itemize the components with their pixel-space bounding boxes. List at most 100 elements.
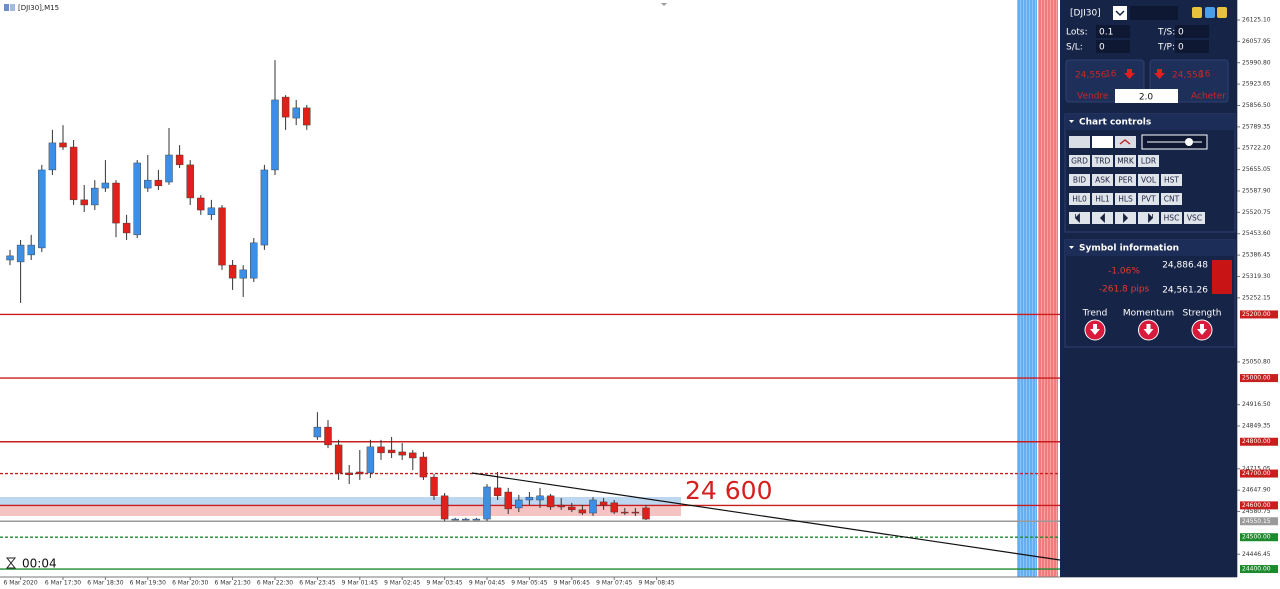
control-button-label: HSC [1164, 214, 1180, 223]
control-button-label: LDR [1141, 157, 1156, 166]
blue-zone [0, 497, 681, 505]
x-tick-label: 6 Mar 22:30 [257, 580, 293, 587]
indicator-arrow [1143, 324, 1154, 335]
control-button-label: GRD [1071, 157, 1088, 166]
x-tick-label: 9 Mar 01:45 [342, 580, 378, 587]
level-label: 24800.00 [1242, 438, 1271, 445]
candle-body [69, 146, 78, 201]
level-label: 25000.00 [1242, 375, 1271, 382]
candle-body [260, 169, 269, 246]
control-button[interactable] [1138, 174, 1159, 186]
candle-body [228, 264, 237, 279]
level-label: 24400.00 [1242, 566, 1271, 573]
symbol-info-header[interactable] [1065, 240, 1235, 256]
x-tick-label: 9 Mar 02:45 [384, 580, 420, 587]
control-button[interactable] [1115, 174, 1136, 186]
candle-body [250, 242, 258, 279]
candle-body [557, 504, 565, 508]
control-button[interactable] [1092, 193, 1113, 205]
control-button[interactable] [1161, 174, 1182, 186]
candle-body [642, 507, 650, 520]
range-low: 24,561.26 [1162, 286, 1208, 296]
x-tick-label: 6 Mar 21:30 [214, 580, 250, 587]
buy-pips: 16 [1199, 70, 1211, 80]
level-tag [1240, 501, 1278, 510]
y-tick-label: 24916.50 [1242, 401, 1271, 408]
candle-body [80, 199, 88, 206]
candle-body [313, 426, 322, 438]
control-button[interactable] [1092, 155, 1113, 167]
control-button[interactable] [1069, 193, 1090, 205]
control-button[interactable] [1115, 155, 1136, 167]
level-annotation: 24 600 [685, 476, 772, 505]
control-button[interactable] [1184, 212, 1205, 224]
candle-body [218, 207, 226, 266]
candle-body [599, 501, 608, 506]
toolbar-icon[interactable] [1217, 7, 1227, 18]
y-tick-label: 24715.05 [1242, 465, 1271, 472]
control-icon [1119, 139, 1131, 145]
y-tick-label: 25319.30 [1242, 273, 1271, 280]
control-icon-button[interactable] [1069, 136, 1090, 148]
level-label: 24500.00 [1242, 534, 1271, 541]
tp-input[interactable] [1175, 40, 1209, 53]
control-icon-button[interactable] [1115, 136, 1136, 148]
y-tick-label: 25050.80 [1242, 358, 1271, 365]
nav-icon [1074, 213, 1080, 223]
control-button[interactable] [1069, 155, 1090, 167]
control-button[interactable] [1138, 155, 1159, 167]
y-tick-label: 25722.20 [1242, 145, 1271, 152]
sl-input[interactable] [1096, 40, 1130, 53]
x-tick-label: 6 Mar 23:45 [299, 580, 335, 587]
candle-body [515, 499, 523, 509]
candle-body [197, 197, 205, 211]
control-button-label: HST [1164, 176, 1179, 185]
lots-input[interactable] [1096, 25, 1130, 38]
section-title: Symbol information [1079, 244, 1179, 254]
y-tick-label: 25655.05 [1242, 166, 1271, 173]
control-button[interactable] [1161, 212, 1182, 224]
sl-value: 0 [1099, 43, 1105, 53]
candle-body [133, 162, 141, 236]
symbol-input[interactable] [1130, 6, 1178, 20]
control-icon-button[interactable] [1092, 136, 1113, 148]
x-tick-label: 9 Mar 04:45 [469, 580, 505, 587]
control-button[interactable] [1115, 193, 1136, 205]
candle-body [621, 511, 629, 514]
sell-pips: 16 [1105, 70, 1117, 80]
candle-body [610, 502, 618, 513]
candle-body [48, 142, 57, 171]
y-tick-label: 24647.90 [1242, 487, 1271, 494]
candle-body [536, 495, 544, 501]
volume-input[interactable] [1115, 89, 1178, 103]
candle-body [91, 187, 99, 206]
ts-input[interactable] [1175, 25, 1209, 38]
chart-controls-header[interactable] [1065, 114, 1235, 130]
control-button[interactable] [1092, 174, 1113, 186]
slider-thumb[interactable] [1185, 138, 1193, 146]
y-tick-label: 25587.90 [1242, 187, 1271, 194]
candle-body [334, 444, 343, 474]
symbol-dropdown[interactable] [1113, 6, 1127, 20]
control-button[interactable] [1161, 193, 1182, 205]
y-tick-label: 25789.35 [1242, 123, 1271, 130]
candle-body [356, 471, 364, 475]
y-tick-label: 25923.65 [1242, 81, 1271, 88]
indicator-arrow [1090, 324, 1100, 335]
x-tick-label: 9 Mar 06:45 [554, 580, 590, 587]
control-button[interactable] [1138, 193, 1159, 205]
candle-body [16, 244, 25, 263]
indicator-label: Momentum [1123, 309, 1174, 319]
trend-line [471, 472, 1061, 561]
x-tick-label: 9 Mar 03:45 [426, 580, 462, 587]
daily-change: -1.06% [1108, 267, 1140, 277]
toolbar-icon[interactable] [1192, 7, 1202, 18]
control-button-label: HL1 [1095, 195, 1110, 204]
toolbar-icon[interactable] [1205, 7, 1215, 18]
red-column [1038, 0, 1058, 577]
collapse-icon [1069, 246, 1074, 249]
candle-body [504, 491, 512, 510]
control-button[interactable] [1069, 174, 1090, 186]
nav-icon [1148, 213, 1154, 223]
